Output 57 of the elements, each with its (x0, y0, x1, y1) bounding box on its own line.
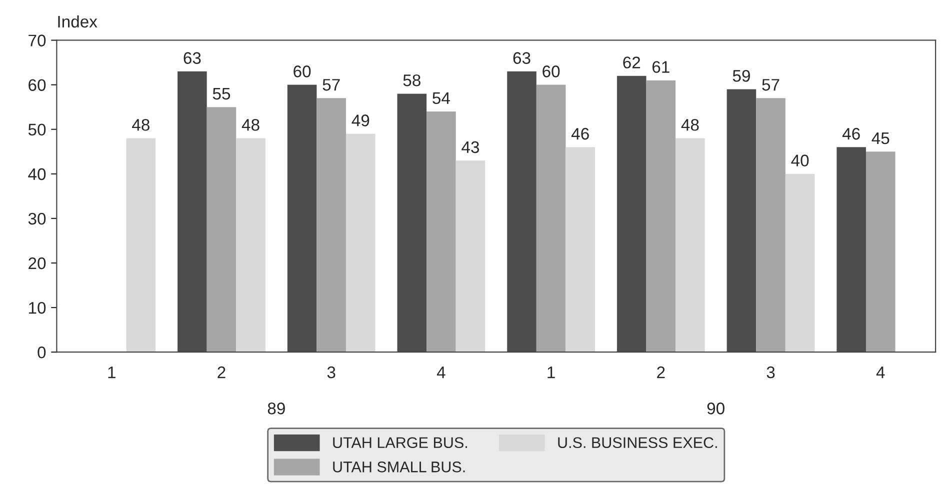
data-label: 62 (623, 56, 640, 68)
bar (785, 174, 815, 352)
y-tick-label: 40 (28, 168, 46, 180)
y-tick-label: 20 (28, 257, 46, 270)
x-tick-label: 4 (876, 366, 885, 378)
bar (676, 138, 705, 352)
bar (756, 98, 786, 352)
y-tick-label: 0 (38, 346, 46, 358)
data-label: 63 (513, 52, 530, 64)
data-label: 60 (294, 66, 311, 78)
data-label: 55 (212, 88, 230, 100)
bar (316, 98, 346, 352)
bar (236, 138, 266, 352)
data-label: 46 (842, 128, 860, 140)
x-tick-label: 1 (108, 366, 116, 378)
bar (866, 152, 896, 352)
bar (346, 134, 376, 352)
data-label: 54 (432, 92, 450, 104)
data-label: 45 (872, 132, 890, 144)
text: 90 (707, 402, 724, 414)
data-label: 48 (132, 118, 150, 131)
bar (536, 84, 566, 352)
y-tick-label: 60 (28, 79, 46, 91)
legend-label: UTAH SMALL BUS. (333, 462, 465, 472)
legend-label: U.S. BUSINESS EXEC. (558, 437, 717, 448)
y-axis-title: Index (58, 15, 98, 28)
data-label: 49 (352, 114, 370, 126)
x-tick-label: 4 (436, 366, 446, 378)
x-tick-label: 1 (548, 366, 555, 378)
y-tick-label: 50 (28, 124, 46, 136)
data-label: 60 (542, 66, 560, 78)
x-tick-label: 3 (327, 366, 336, 378)
y-tick-label: 30 (28, 212, 46, 225)
data-label: 57 (762, 79, 780, 91)
data-label: 48 (242, 118, 260, 131)
bar (206, 107, 236, 352)
bar (126, 138, 156, 352)
data-label: 61 (652, 61, 670, 73)
bar (566, 147, 595, 352)
bar (646, 80, 676, 352)
data-label: 40 (791, 154, 809, 166)
legend-label: UTAH LARGE BUS. (333, 437, 467, 448)
data-label: 63 (184, 52, 201, 64)
bar (426, 112, 456, 352)
text: 89 (268, 402, 285, 414)
data-label: 58 (403, 74, 420, 86)
data-label: 48 (681, 118, 699, 131)
y-tick-label: 70 (28, 34, 46, 46)
x-tick-label: 2 (218, 366, 226, 378)
x-tick-label: 2 (657, 366, 665, 378)
data-label: 57 (322, 79, 340, 91)
data-label: 43 (462, 141, 480, 154)
data-label: 59 (732, 70, 750, 82)
x-tick-label: 3 (766, 366, 775, 378)
data-label: 46 (571, 128, 589, 140)
bar (456, 160, 486, 352)
y-tick-label: 10 (29, 302, 46, 314)
